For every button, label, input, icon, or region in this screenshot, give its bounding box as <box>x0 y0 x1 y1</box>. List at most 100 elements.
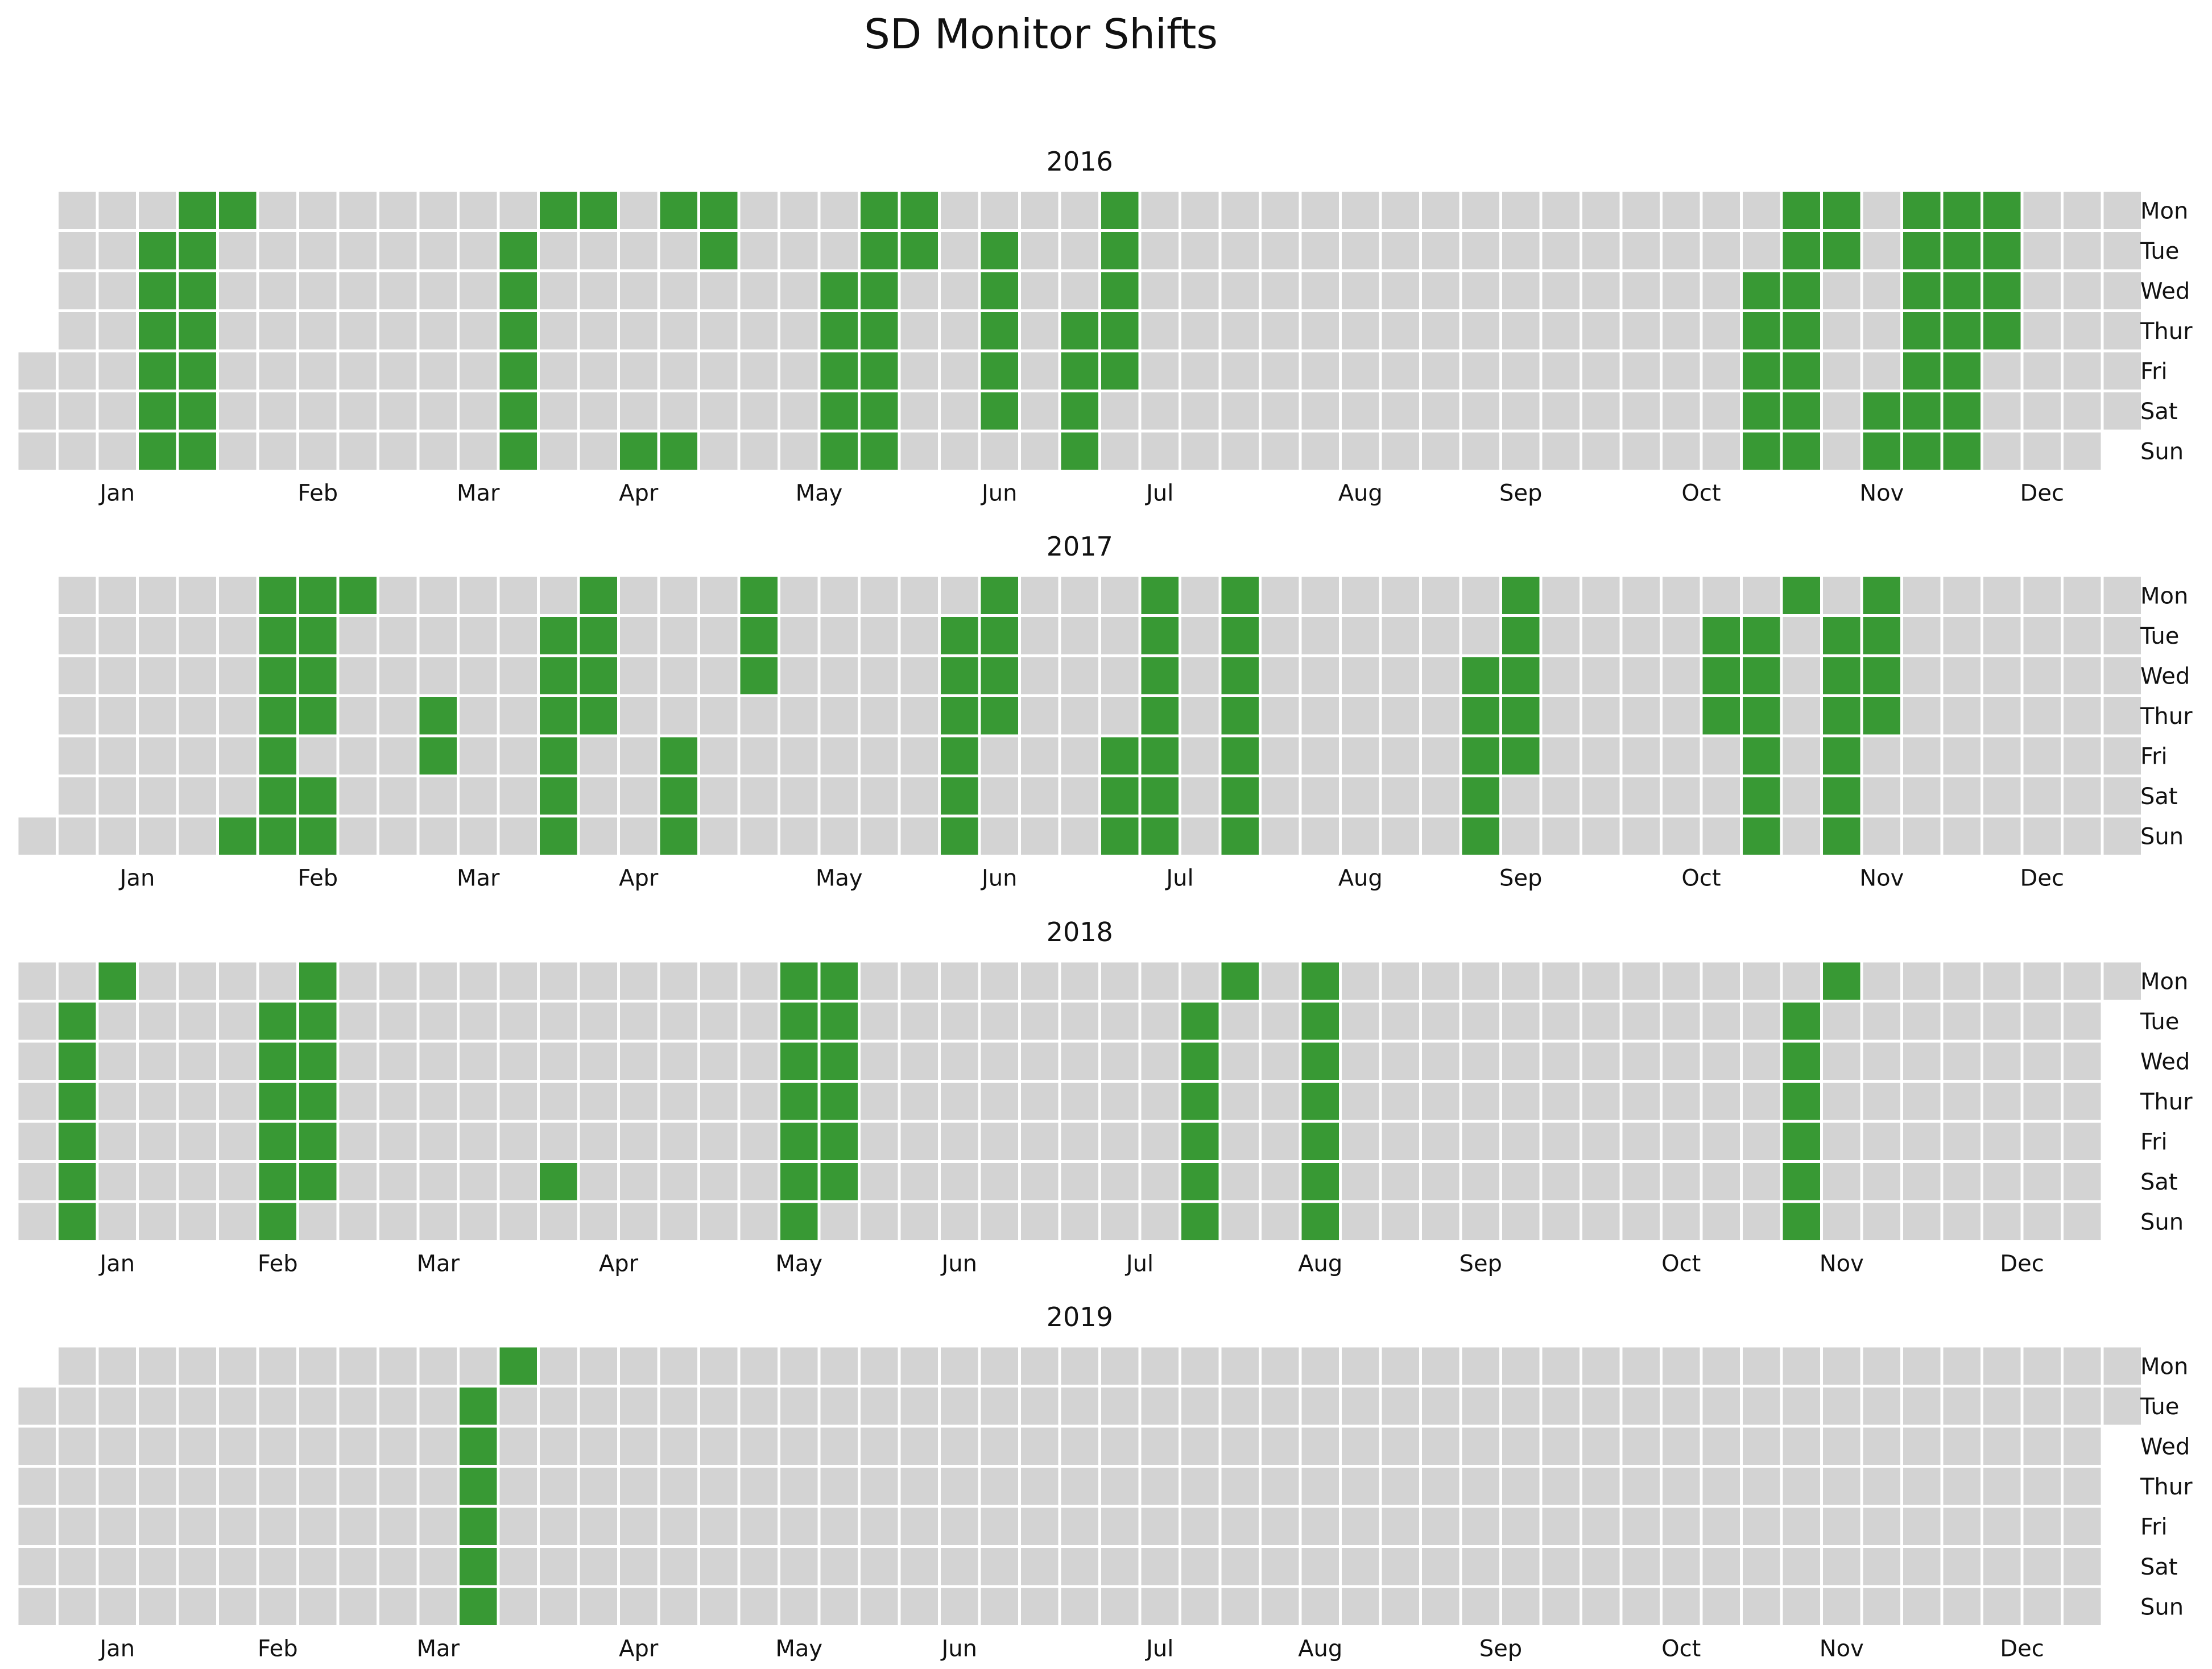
day-cell <box>1582 1123 1620 1160</box>
day-cell <box>2023 1508 2061 1545</box>
day-cell <box>820 617 858 655</box>
day-cell <box>1422 1388 1459 1425</box>
day-cell <box>1542 617 1580 655</box>
day-cell <box>1382 272 1419 309</box>
day-cell <box>2103 617 2141 655</box>
day-cell <box>1382 1508 1419 1545</box>
day-cell <box>139 1347 176 1385</box>
day-cell <box>1622 1427 1660 1465</box>
day-cell <box>219 312 257 350</box>
day-cell <box>620 352 658 390</box>
day-cell <box>1983 1427 2021 1465</box>
day-cell <box>219 657 257 694</box>
day-cell-shift <box>259 1123 296 1160</box>
day-cell <box>1181 697 1219 735</box>
day-cell <box>299 1347 337 1385</box>
day-cell <box>1141 1123 1179 1160</box>
day-cell <box>540 1388 577 1425</box>
day-cell <box>1141 192 1179 229</box>
day-cell <box>1863 1123 1900 1160</box>
day-cell <box>419 1508 457 1545</box>
day-cell <box>98 617 136 655</box>
day-cell-shift <box>1502 697 1540 735</box>
day-cell-shift <box>1823 617 1860 655</box>
day-cell <box>1582 1347 1620 1385</box>
month-label: Nov <box>1820 1636 1864 1662</box>
day-cell <box>1181 817 1219 855</box>
day-cell <box>139 1083 176 1120</box>
weekday-label: Sat <box>2140 784 2178 810</box>
day-cell <box>1462 617 1499 655</box>
day-cell <box>1943 962 1981 1000</box>
day-cell <box>1582 432 1620 470</box>
day-cell-shift <box>1141 777 1179 815</box>
day-cell-shift <box>1462 777 1499 815</box>
day-cell-shift <box>780 1123 818 1160</box>
day-cell <box>580 1347 617 1385</box>
day-cell-shift <box>499 272 537 309</box>
day-cell <box>1903 1468 1941 1505</box>
day-cell <box>98 432 136 470</box>
day-cell <box>1382 777 1419 815</box>
day-cell <box>620 1347 658 1385</box>
day-cell <box>740 1468 778 1505</box>
day-cell-shift <box>1502 577 1540 614</box>
day-cell <box>179 617 216 655</box>
day-cell-shift <box>861 312 898 350</box>
day-cell <box>1382 1588 1419 1625</box>
day-cell <box>1823 1203 1860 1240</box>
day-cell-shift <box>259 577 296 614</box>
day-cell <box>540 1468 577 1505</box>
day-cell <box>1021 1123 1059 1160</box>
day-cell <box>460 1123 497 1160</box>
day-cell <box>1863 1163 1900 1200</box>
day-cell <box>1823 312 1860 350</box>
day-cell-shift <box>1181 1163 1219 1200</box>
day-cell-shift <box>580 657 617 694</box>
day-cell <box>941 352 978 390</box>
day-cell-shift <box>580 697 617 735</box>
day-cell-shift <box>1863 392 1900 430</box>
day-cell <box>660 272 697 309</box>
day-cell <box>1582 1468 1620 1505</box>
day-cell <box>1061 1123 1098 1160</box>
day-cell <box>1422 352 1459 390</box>
weekday-label: Mon <box>2140 583 2188 609</box>
day-cell <box>339 1003 377 1040</box>
day-cell <box>620 777 658 815</box>
day-cell <box>98 232 136 270</box>
day-cell <box>1663 192 1700 229</box>
month-label: Jan <box>98 481 135 507</box>
day-cell <box>499 617 537 655</box>
day-cell-shift <box>259 737 296 775</box>
day-cell-shift <box>820 1003 858 1040</box>
day-cell <box>1061 1548 1098 1585</box>
day-cell <box>620 1163 658 1200</box>
day-cell <box>1542 272 1580 309</box>
weekday-label: Fri <box>2140 743 2168 769</box>
day-cell <box>499 1203 537 1240</box>
day-cell <box>660 352 697 390</box>
day-cell <box>98 1468 136 1505</box>
day-cell <box>1663 232 1700 270</box>
day-cell <box>1702 1427 1740 1465</box>
day-cell <box>139 1163 176 1200</box>
day-cell <box>580 1548 617 1585</box>
day-cell <box>179 1468 216 1505</box>
day-cell-shift <box>1221 962 1259 1000</box>
day-cell <box>1342 617 1379 655</box>
day-cell <box>98 697 136 735</box>
day-cell <box>1943 617 1981 655</box>
day-cell <box>1983 432 2021 470</box>
day-cell <box>700 1123 738 1160</box>
day-cell <box>1502 232 1540 270</box>
day-cell <box>1943 1427 1981 1465</box>
day-cell <box>18 1003 56 1040</box>
day-cell <box>2023 1123 2061 1160</box>
day-cell <box>620 962 658 1000</box>
day-cell <box>1863 817 1900 855</box>
day-cell-shift <box>259 617 296 655</box>
day-cell <box>620 817 658 855</box>
day-cell <box>1181 192 1219 229</box>
